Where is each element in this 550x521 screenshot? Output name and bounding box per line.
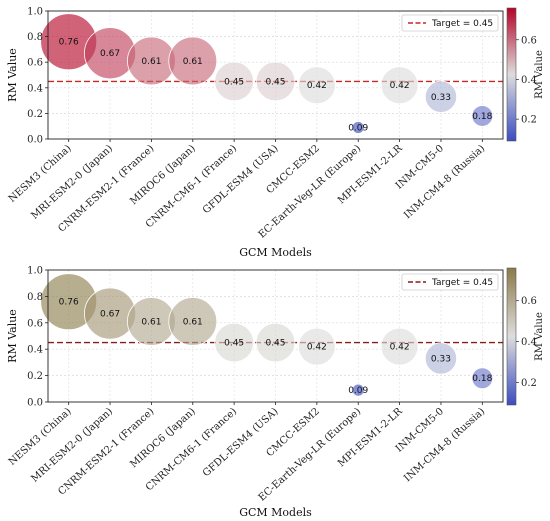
colorbar-tick-label: 0.4 bbox=[521, 75, 537, 86]
colorbar bbox=[506, 7, 517, 142]
data-point bbox=[297, 66, 336, 105]
chart-panel-1: 0.76 0.67 0.61 0.61 0.45 0.45 0.42 0.09 0.42 0.33… bbox=[6, 7, 545, 260]
data-point bbox=[351, 121, 365, 134]
data-label: 0.09 bbox=[348, 386, 368, 396]
data-point bbox=[424, 342, 458, 375]
data-point bbox=[255, 322, 296, 363]
chart-panel-2: 0.76 0.67 0.61 0.61 0.45 0.45 0.42 0.09 0.42 0.33… bbox=[6, 266, 545, 520]
colorbar bbox=[506, 267, 517, 406]
x-axis-label: GCM Models bbox=[239, 506, 312, 519]
colorbar-tick-label: 0.6 bbox=[521, 296, 537, 307]
data-label: 0.42 bbox=[390, 81, 410, 91]
data-label: 0.61 bbox=[183, 57, 203, 67]
colorbar-tick-label: 0.2 bbox=[521, 378, 537, 389]
data-point bbox=[214, 61, 254, 102]
y-tick-label: 0.2 bbox=[27, 371, 43, 382]
data-label: 0.76 bbox=[59, 38, 79, 48]
x-axis-label: GCM Models bbox=[239, 246, 312, 259]
data-label: 0.61 bbox=[141, 317, 161, 327]
data-label: 0.61 bbox=[141, 57, 161, 67]
data-label: 0.61 bbox=[183, 317, 203, 327]
y-tick-label: 0.2 bbox=[27, 109, 43, 120]
data-point bbox=[168, 297, 218, 346]
y-axis-label: RM Value bbox=[6, 48, 19, 102]
data-label: 0.18 bbox=[472, 112, 492, 122]
data-label: 0.76 bbox=[59, 298, 79, 308]
data-point bbox=[297, 327, 336, 366]
legend: Target = 0.45 bbox=[401, 14, 499, 32]
data-label: 0.18 bbox=[472, 374, 492, 384]
legend-label: Target = 0.45 bbox=[431, 278, 493, 288]
data-label: 0.67 bbox=[100, 49, 120, 59]
y-tick-label: 0.6 bbox=[27, 318, 43, 329]
x-tick-label: GFDL-ESM4 (USA) bbox=[201, 143, 281, 216]
colorbar-tick-label: 0.6 bbox=[521, 35, 537, 46]
y-tick-label: 0.8 bbox=[27, 32, 43, 43]
data-point bbox=[168, 36, 218, 86]
legend: Target = 0.45 bbox=[401, 273, 499, 291]
y-tick-label: 0.0 bbox=[27, 398, 43, 409]
data-label: 0.33 bbox=[431, 93, 451, 103]
data-label: 0.42 bbox=[307, 343, 327, 353]
data-label: 0.45 bbox=[224, 77, 244, 87]
data-point bbox=[380, 66, 419, 105]
colorbar-tick-label: 0.2 bbox=[521, 115, 537, 126]
y-tick-label: 0.6 bbox=[27, 58, 43, 69]
y-tick-label: 1.0 bbox=[27, 266, 43, 277]
data-label: 0.09 bbox=[348, 123, 368, 133]
data-point bbox=[424, 80, 458, 113]
data-label: 0.67 bbox=[100, 310, 120, 320]
colorbar-label: RM Value bbox=[534, 312, 545, 361]
data-label: 0.42 bbox=[390, 343, 410, 353]
data-label: 0.45 bbox=[265, 77, 285, 87]
colorbar-tick-label: 0.4 bbox=[521, 337, 537, 348]
data-label: 0.45 bbox=[265, 339, 285, 349]
colorbar-label: RM Value bbox=[534, 50, 545, 99]
data-label: 0.45 bbox=[224, 339, 244, 349]
x-tick-label: INM-CM4-8 (Russia) bbox=[402, 406, 487, 484]
legend-label: Target = 0.45 bbox=[431, 19, 493, 29]
data-point bbox=[351, 383, 365, 397]
legend-box bbox=[401, 14, 499, 32]
y-axis-label: RM Value bbox=[6, 309, 19, 363]
data-point bbox=[471, 105, 494, 127]
y-tick-label: 0.4 bbox=[27, 83, 43, 94]
data-point bbox=[471, 367, 494, 390]
legend-box bbox=[401, 273, 499, 291]
x-tick-label: MRI-ESM2-0 (Japan) bbox=[29, 143, 115, 222]
data-label: 0.33 bbox=[431, 354, 451, 364]
x-tick-label: GFDL-ESM4 (USA) bbox=[201, 406, 281, 479]
data-point bbox=[380, 327, 419, 366]
data-point bbox=[255, 61, 296, 102]
y-tick-label: 0.8 bbox=[27, 292, 43, 303]
data-label: 0.42 bbox=[307, 81, 327, 91]
x-tick-label: MRI-ESM2-0 (Japan) bbox=[29, 406, 115, 485]
x-tick-label: INM-CM4-8 (Russia) bbox=[402, 143, 487, 221]
y-tick-label: 1.0 bbox=[27, 7, 43, 18]
data-point bbox=[214, 322, 254, 363]
y-tick-label: 0.4 bbox=[27, 345, 43, 356]
y-tick-label: 0.0 bbox=[27, 135, 43, 146]
